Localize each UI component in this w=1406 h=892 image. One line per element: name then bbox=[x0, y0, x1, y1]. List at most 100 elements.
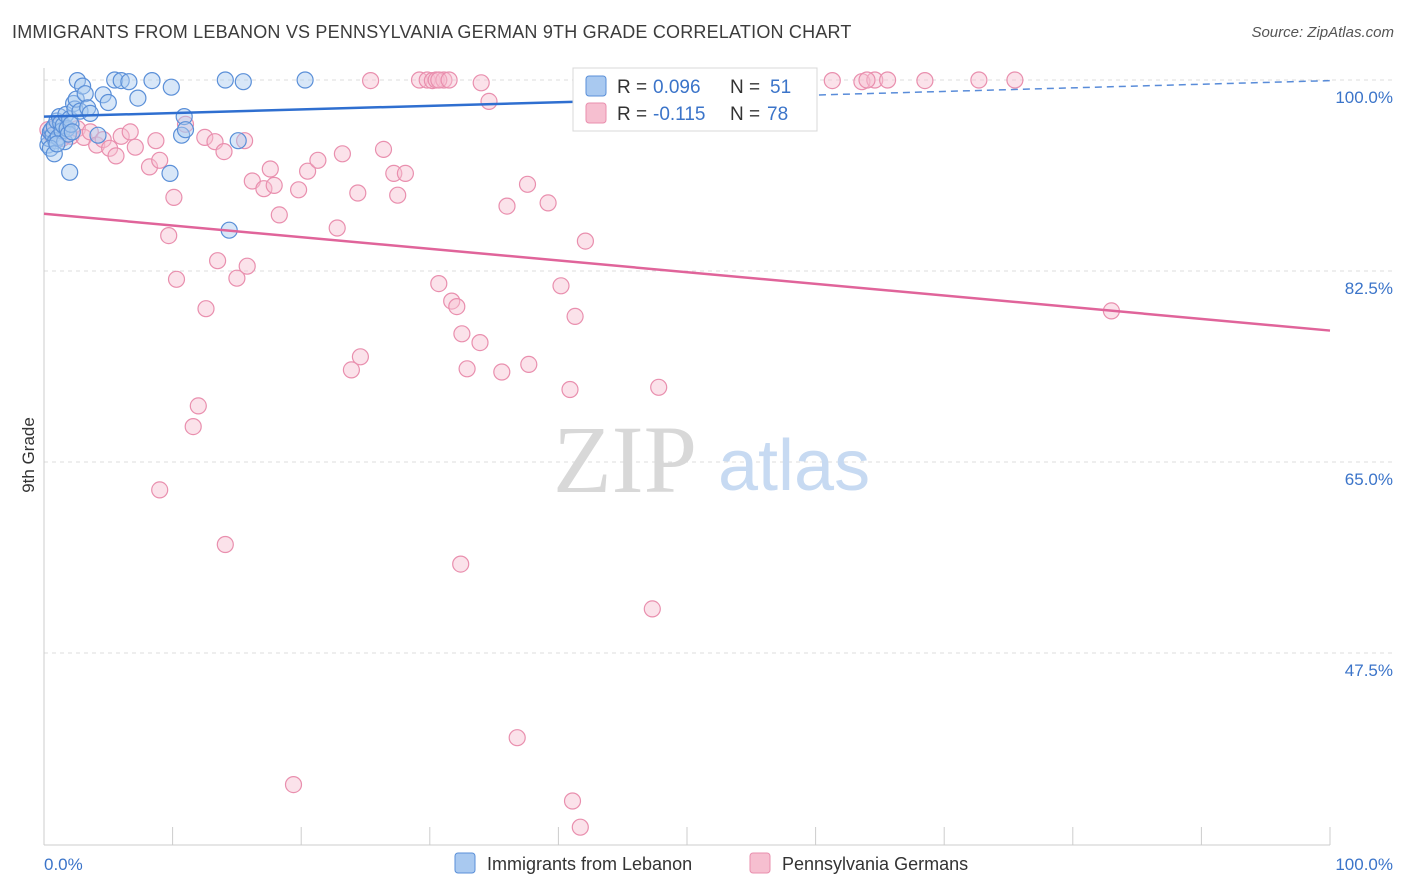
pennsylvania-germans-point-29 bbox=[265, 176, 283, 194]
pennsylvania-germans-point-41 bbox=[396, 164, 414, 182]
y-tick-label-0: 100.0% bbox=[1335, 88, 1393, 107]
pennsylvania-germans-point-34 bbox=[328, 219, 346, 237]
lebanon-point-40 bbox=[176, 121, 195, 139]
y-tick-label-1: 82.5% bbox=[1345, 279, 1393, 298]
lebanon-point-35 bbox=[129, 89, 147, 107]
chart-source: Source: ZipAtlas.com bbox=[1251, 24, 1394, 41]
pennsylvania-germans-point-31 bbox=[290, 181, 308, 199]
pennsylvania-germans-point-95 bbox=[563, 792, 582, 810]
pennsylvania-germans-point-62 bbox=[878, 71, 897, 89]
pennsylvania-germans-point-76 bbox=[448, 298, 466, 316]
pennsylvania-germans-point-14 bbox=[112, 127, 130, 145]
pennsylvania-germans-point-70 bbox=[228, 269, 246, 287]
pennsylvania-germans-point-82 bbox=[552, 277, 570, 295]
pennsylvania-germans-point-40 bbox=[389, 186, 407, 204]
pennsylvania-germans-points bbox=[39, 71, 1121, 836]
series-legend-swatch-lebanon bbox=[454, 852, 476, 874]
pennsylvania-germans-point-25 bbox=[236, 132, 254, 150]
grid-layer: 100.0% 82.5% 65.0% 47.5% bbox=[44, 79, 1395, 680]
pennsylvania-germans-point-63 bbox=[858, 71, 876, 89]
pennsylvania-germans-point-32 bbox=[299, 162, 317, 180]
pennsylvania-germans-point-48 bbox=[440, 71, 458, 89]
pennsylvania-germans-point-36 bbox=[349, 184, 367, 202]
lebanon-point-19 bbox=[63, 123, 81, 141]
lebanon-point-47 bbox=[48, 135, 66, 153]
pennsylvania-germans-point-69 bbox=[238, 257, 256, 275]
y-axis-title: 9th Grade bbox=[19, 417, 38, 493]
pennsylvania-germans-point-38 bbox=[374, 140, 393, 158]
pennsylvania-germans-point-89 bbox=[151, 481, 169, 499]
pennsylvania-germans-point-72 bbox=[351, 348, 369, 366]
legend-r-label-pennsylvania: R = bbox=[617, 104, 647, 125]
lebanon-point-48 bbox=[61, 163, 79, 181]
pennsylvania-germans-point-74 bbox=[453, 325, 471, 343]
legend-swatch-lebanon bbox=[585, 75, 607, 97]
pennsylvania-germans-point-49 bbox=[472, 74, 490, 92]
lebanon-point-31 bbox=[99, 93, 117, 112]
pennsylvania-germans-point-27 bbox=[255, 180, 273, 198]
pennsylvania-germans-point-65 bbox=[970, 71, 988, 89]
lebanon-point-32 bbox=[106, 71, 124, 89]
pennsylvania-germans-point-93 bbox=[508, 729, 526, 747]
x-tick-label-right: 100.0% bbox=[1335, 855, 1393, 874]
lebanon-point-36 bbox=[143, 71, 161, 90]
pennsylvania-germans-point-15 bbox=[121, 123, 139, 141]
pennsylvania-germans-point-50 bbox=[480, 92, 498, 111]
lebanon-point-37 bbox=[162, 78, 180, 96]
legend-r-value-pennsylvania: -0.115 bbox=[653, 104, 705, 125]
chart-title: IMMIGRANTS FROM LEBANON VS PENNSYLVANIA … bbox=[12, 22, 852, 42]
x-tick-label-left: 0.0% bbox=[44, 855, 83, 874]
pennsylvania-germans-point-33 bbox=[309, 151, 327, 169]
lebanon-point-46 bbox=[45, 145, 63, 163]
lebanon-point-28 bbox=[81, 104, 99, 123]
pennsylvania-germans-point-22 bbox=[196, 128, 214, 146]
pennsylvania-germans-point-77 bbox=[430, 275, 448, 293]
pennsylvania-germans-point-85 bbox=[561, 380, 579, 399]
legend-r-value-lebanon: 0.096 bbox=[653, 77, 701, 98]
pennsylvania-germans-point-13 bbox=[107, 147, 125, 165]
pennsylvania-germans-point-16 bbox=[126, 138, 144, 156]
series-legend-label-lebanon: Immigrants from Lebanon bbox=[487, 854, 692, 874]
legend-r-label-lebanon: R = bbox=[617, 77, 647, 98]
pennsylvania-germans-point-94 bbox=[284, 775, 303, 794]
series-legend-swatch-pennsylvania bbox=[749, 852, 771, 874]
pennsylvania-germans-point-91 bbox=[452, 555, 470, 573]
series-legend: Immigrants from Lebanon Pennsylvania Ger… bbox=[454, 852, 968, 874]
lebanon-point-26 bbox=[76, 85, 94, 103]
pennsylvania-germans-point-64 bbox=[916, 71, 934, 90]
correlation-legend-box bbox=[572, 67, 818, 132]
y-tick-label-2: 65.0% bbox=[1345, 470, 1393, 489]
pennsylvania-germans-point-86 bbox=[650, 378, 668, 396]
pennsylvania-germans-point-28 bbox=[261, 160, 279, 178]
pennsylvania-germans-point-66 bbox=[160, 227, 178, 245]
lebanon-point-41 bbox=[216, 71, 234, 89]
pennsylvania-germans-point-79 bbox=[471, 334, 489, 352]
pennsylvania-germans-point-24 bbox=[215, 143, 233, 161]
pennsylvania-germans-point-51 bbox=[498, 197, 516, 215]
pennsylvania-germans-point-71 bbox=[197, 300, 215, 318]
lebanon-point-34 bbox=[120, 73, 138, 91]
lebanon-point-49 bbox=[161, 164, 179, 182]
lebanon-point-29 bbox=[89, 126, 107, 144]
watermark-zip: ZIP bbox=[553, 406, 697, 513]
legend-n-value-pennsylvania: 78 bbox=[767, 104, 788, 125]
y-tick-label-3: 47.5% bbox=[1345, 661, 1393, 680]
pennsylvania-germans-point-84 bbox=[493, 363, 511, 381]
pennsylvania-germans-point-53 bbox=[539, 194, 557, 212]
pennsylvania-germans-point-80 bbox=[566, 307, 584, 325]
pennsylvania-germans-point-92 bbox=[643, 600, 661, 618]
correlation-legend: R = 0.096 N = 51 R = -0.115 N = 78 bbox=[572, 67, 818, 132]
pennsylvania-germans-point-59 bbox=[1006, 71, 1024, 89]
lebanon-point-44 bbox=[296, 71, 314, 89]
pennsylvania-germans-point-87 bbox=[184, 418, 202, 436]
pennsylvania-germans-point-78 bbox=[520, 355, 538, 373]
pennsylvania-germans-point-68 bbox=[209, 252, 227, 270]
pennsylvania-germans-point-20 bbox=[165, 188, 183, 206]
pennsylvania-germans-point-17 bbox=[147, 132, 165, 150]
pennsylvania-germans-point-67 bbox=[167, 270, 186, 288]
lebanon-point-42 bbox=[229, 132, 247, 150]
pennsylvania-germans-point-96 bbox=[571, 818, 589, 836]
watermark-atlas: atlas bbox=[718, 426, 870, 506]
watermark: ZIP atlas bbox=[553, 406, 870, 513]
